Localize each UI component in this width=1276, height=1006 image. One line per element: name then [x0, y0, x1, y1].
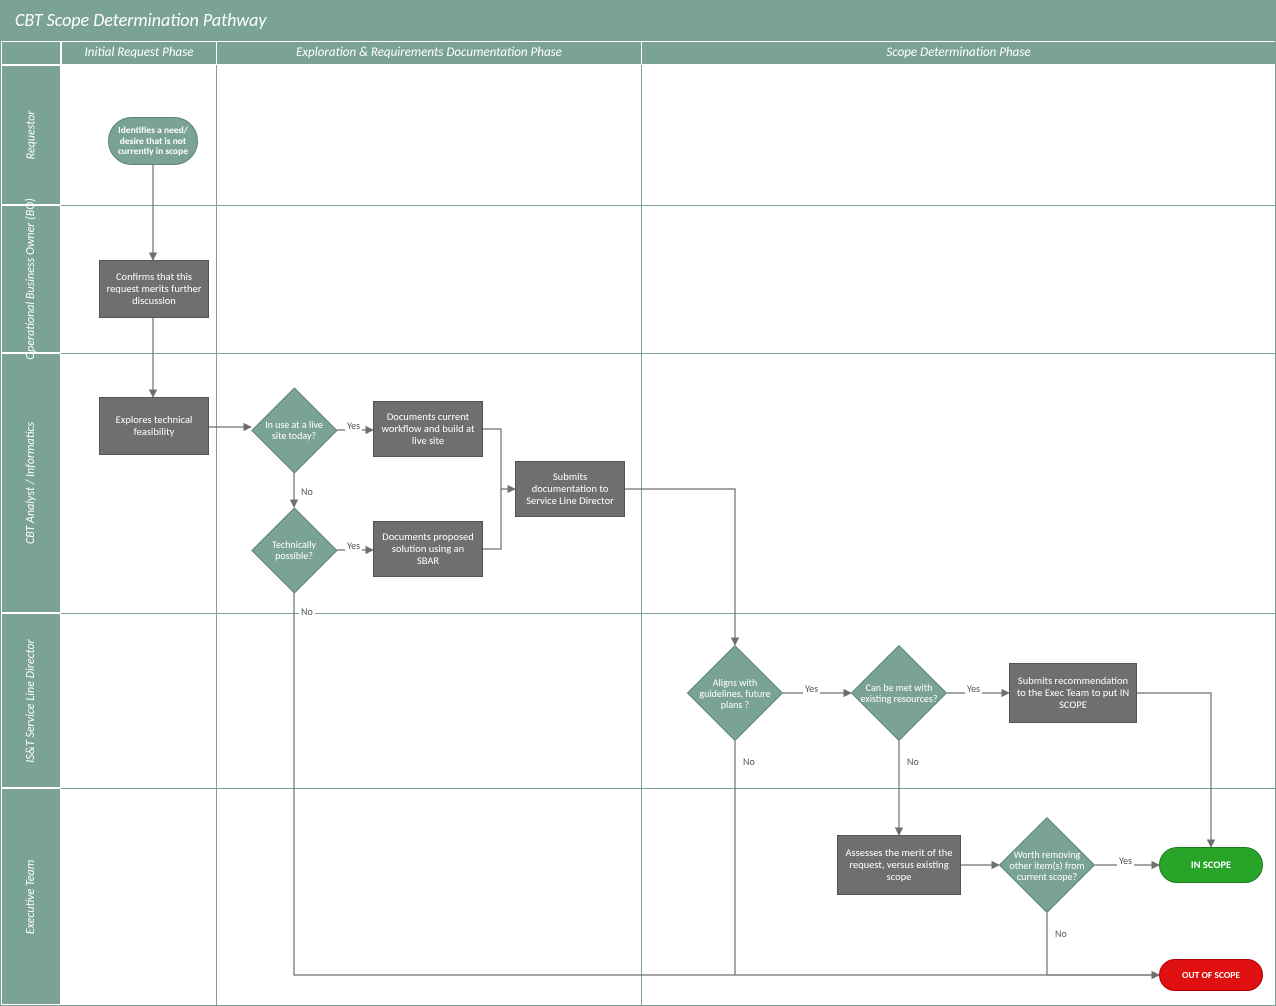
edge-label: Yes: [345, 539, 362, 552]
flow-edge: [483, 429, 515, 489]
phase-divider-1: [216, 65, 217, 1005]
edge-label: Yes: [965, 682, 982, 695]
phase-header-row: Initial Request Phase Exploration & Requ…: [1, 41, 1275, 65]
process-explores: Explores technical feasibility: [99, 397, 209, 455]
process-docworkflow: Documents current workflow and build at …: [373, 401, 483, 457]
flow-edge: [483, 489, 501, 549]
decision-text: Can be met with existing resources?: [851, 645, 947, 741]
lane-requestor: Requestor: [1, 65, 61, 205]
edge-label: No: [741, 755, 757, 768]
edge-label: Yes: [1117, 854, 1134, 867]
decision-text: In use at a live site today?: [251, 387, 337, 473]
lane-exec: Executive Team: [1, 788, 61, 1005]
decision-text: Aligns with guidelines, future plans ?: [687, 645, 783, 741]
decision-techposs: Technically possible?: [251, 507, 337, 593]
edge-label: No: [299, 605, 315, 618]
decision-text: Technically possible?: [251, 507, 337, 593]
process-submitrec: Submits recommendation to the Exec Team …: [1009, 663, 1137, 723]
edge-label: Yes: [345, 419, 362, 432]
corner-cell: [1, 41, 61, 65]
flow-edge: [1137, 693, 1211, 847]
lane-divider-2: [61, 353, 1275, 354]
diagram-title: CBT Scope Determination Pathway: [1, 1, 1275, 41]
edge-label: No: [1053, 927, 1069, 940]
flow-edge: [294, 593, 735, 975]
lane-analyst: CBT Analyst / Informatics: [1, 353, 61, 613]
diagram-canvas: Yes No Yes Yes Yes No No Yes No No Identifies a ne…: [61, 65, 1275, 1005]
process-submitsdoc: Submits documentation to Service Line Di…: [515, 461, 625, 517]
swimlane-diagram: CBT Scope Determination Pathway Initial …: [0, 0, 1276, 1006]
flow-edge: [1047, 913, 1159, 975]
terminator-start: Identifies a need/ desire that is not cu…: [108, 117, 198, 165]
phase-exploration: Exploration & Requirements Documentation…: [216, 41, 641, 65]
decision-inuse: In use at a live site today?: [251, 387, 337, 473]
lane-divider-4: [61, 788, 1275, 789]
process-assess: Assesses the merit of the request, versu…: [837, 835, 961, 895]
edge-label: No: [905, 755, 921, 768]
terminator-outscope: OUT OF SCOPE: [1159, 959, 1263, 991]
lane-divider-1: [61, 205, 1275, 206]
phase-divider-2: [641, 65, 642, 1005]
phase-initial: Initial Request Phase: [61, 41, 216, 65]
decision-canmet: Can be met with existing resources?: [851, 645, 947, 741]
decision-worth: Worth removing other item(s) from curren…: [999, 817, 1095, 913]
lane-bo: Operational Business Owner (BO): [1, 205, 61, 353]
lane-labels: Requestor Operational Business Owner (BO…: [1, 65, 61, 1005]
process-docsbar: Documents proposed solution using an SBA…: [373, 521, 483, 577]
lane-divider-3: [61, 613, 1275, 614]
decision-text: Worth removing other item(s) from curren…: [999, 817, 1095, 913]
process-confirms: Confirms that this request merits furthe…: [99, 260, 209, 318]
phase-scope: Scope Determination Phase: [641, 41, 1275, 65]
edge-label: Yes: [803, 682, 820, 695]
lane-director: IS&T Service Line Director: [1, 613, 61, 788]
edge-label: No: [299, 485, 315, 498]
decision-aligns: Aligns with guidelines, future plans ?: [687, 645, 783, 741]
terminator-inscope: IN SCOPE: [1159, 847, 1263, 883]
